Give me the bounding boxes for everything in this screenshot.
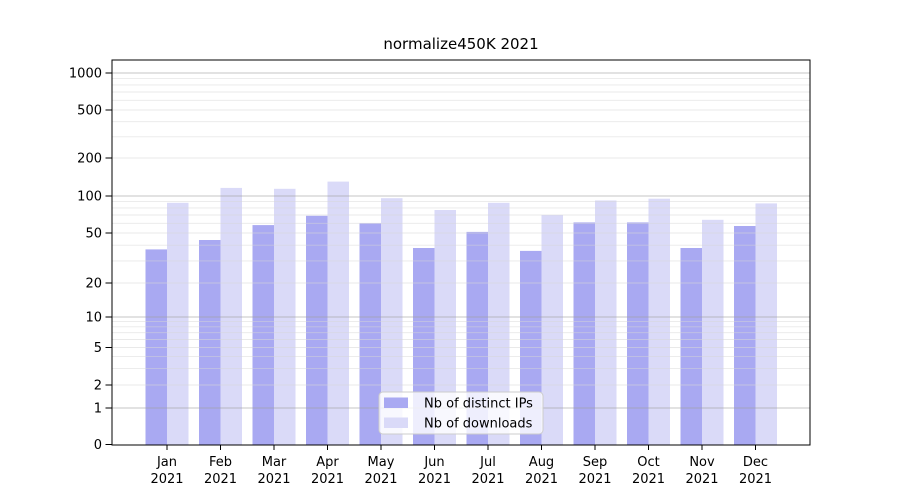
- bar-nb-of-downloads-apr: [327, 181, 349, 445]
- x-tick-label-month: Jul: [479, 455, 496, 470]
- x-tick-label-year: 2021: [739, 472, 772, 487]
- bar-nb-of-distinct-ips-mar: [252, 225, 274, 445]
- x-tick-label-year: 2021: [204, 472, 237, 487]
- legend-swatch: [384, 417, 408, 428]
- bar-nb-of-downloads-jun: [434, 210, 456, 445]
- x-tick-label-year: 2021: [311, 472, 344, 487]
- bar-nb-of-downloads-feb: [220, 187, 242, 445]
- bar-nb-of-distinct-ips-sep: [573, 222, 595, 445]
- gridlines: [112, 72, 810, 409]
- bar-nb-of-distinct-ips-dec: [734, 226, 756, 445]
- x-tick-label-year: 2021: [418, 472, 451, 487]
- bar-nb-of-distinct-ips-jul: [466, 231, 488, 445]
- chart-title: normalize450K 2021: [383, 35, 538, 53]
- y-tick-label: 200: [77, 152, 102, 167]
- x-tick-label-month: Apr: [316, 455, 339, 470]
- x-tick-label-year: 2021: [257, 472, 290, 487]
- y-tick-label: 100: [77, 190, 102, 205]
- y-tick-label: 1000: [69, 67, 102, 82]
- legend-label: Nb of downloads: [424, 417, 533, 432]
- plot-border: [111, 59, 811, 446]
- x-tick-label-year: 2021: [578, 472, 611, 487]
- x-tick-label-year: 2021: [632, 472, 665, 487]
- bar-nb-of-downloads-jan: [167, 202, 189, 445]
- legend: Nb of distinct IPs Nb of downloads: [378, 391, 544, 435]
- bar-nb-of-downloads-jul: [488, 202, 510, 445]
- bar-nb-of-distinct-ips-oct: [627, 222, 649, 445]
- bar-nb-of-distinct-ips-may: [359, 223, 381, 445]
- y-tick-label: 50: [85, 227, 102, 242]
- x-tick-label-month: Dec: [743, 455, 768, 470]
- bar-nb-of-downloads-sep: [595, 200, 617, 445]
- x-tick-label-month: Feb: [209, 455, 232, 470]
- x-tick-label-year: 2021: [685, 472, 718, 487]
- bar-nb-of-downloads-aug: [541, 215, 563, 445]
- y-tick-label: 1: [94, 402, 102, 417]
- x-tick-label-year: 2021: [471, 472, 504, 487]
- y-tick-label: 5: [94, 341, 102, 356]
- x-tick-label-month: Nov: [689, 455, 715, 470]
- x-tick-label-month: Mar: [262, 455, 287, 470]
- y-tick-label: 0: [94, 438, 102, 453]
- y-tick-label: 500: [77, 104, 102, 119]
- x-tick-label-month: Sep: [583, 455, 608, 470]
- bar-nb-of-distinct-ips-feb: [199, 240, 221, 445]
- bar-nb-of-distinct-ips-jan: [145, 249, 167, 445]
- x-tick-label-month: Aug: [529, 455, 554, 470]
- bar-nb-of-downloads-nov: [702, 219, 724, 445]
- bar-nb-of-distinct-ips-apr: [306, 215, 328, 445]
- legend-box: [378, 391, 544, 435]
- x-tick-label-month: Oct: [637, 455, 659, 470]
- axes: 0 1 2 5 10 20 50 100 200 500 1000 Jan 2021 Feb 2021 Mar…: [69, 59, 811, 487]
- legend-swatch: [384, 397, 408, 408]
- y-tick-label: 2: [94, 379, 102, 394]
- x-tick-label-month: May: [368, 455, 395, 470]
- y-tick-label: 20: [85, 277, 102, 292]
- x-tick-label-month: Jun: [423, 455, 444, 470]
- x-tick-label-year: 2021: [150, 472, 183, 487]
- x-tick-label-month: Jan: [156, 455, 177, 470]
- x-tick-label-year: 2021: [364, 472, 397, 487]
- y-tick-label: 10: [85, 311, 102, 326]
- x-tick-label-year: 2021: [525, 472, 558, 487]
- bars-group: [145, 181, 777, 445]
- bar-nb-of-distinct-ips-nov: [680, 248, 702, 445]
- bar-nb-of-downloads-dec: [755, 203, 777, 445]
- legend-label: Nb of distinct IPs: [424, 397, 533, 412]
